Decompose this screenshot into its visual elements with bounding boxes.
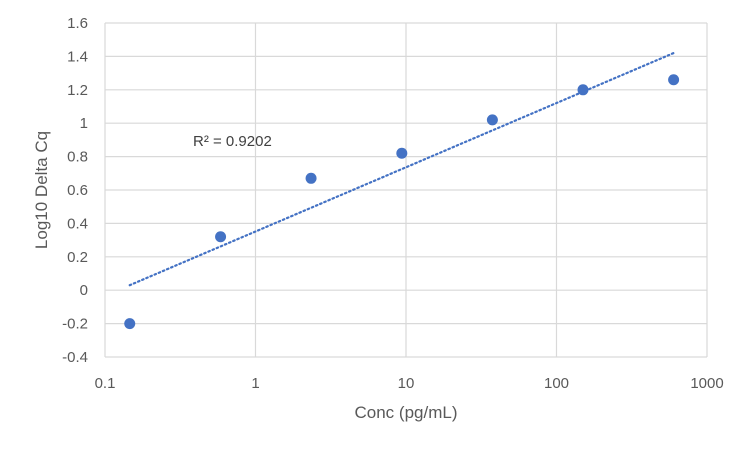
y-tick-label: 0.4 (67, 215, 88, 232)
data-point (396, 147, 408, 159)
trendline-group (128, 51, 675, 287)
y-tick-label: -0.4 (62, 349, 88, 366)
data-point (668, 74, 680, 86)
tick-labels: -0.4 -0.2 0 0.2 0.4 0.6 0.8 1 1.2 1.4 1.6 0.1 1 10 100… (62, 15, 724, 392)
trendline (128, 51, 675, 287)
x-tick-label: 0.1 (95, 375, 116, 392)
x-tick-label: 10 (398, 375, 415, 392)
x-tick-label: 100 (544, 375, 569, 392)
y-tick-label: 1.4 (67, 48, 88, 65)
data-point (305, 172, 317, 184)
y-tick-label: 1.2 (67, 82, 88, 99)
y-tick-label: 0.8 (67, 149, 88, 166)
y-tick-label: 0 (80, 282, 88, 299)
x-axis-title: Conc (pg/mL) (355, 403, 458, 422)
r-squared-annotation: R² = 0.9202 (193, 133, 272, 150)
x-tick-label: 1000 (690, 375, 723, 392)
data-point (215, 231, 227, 243)
y-tick-label: 0.2 (67, 249, 88, 266)
data-point (577, 84, 589, 96)
data-point (486, 114, 498, 126)
y-tick-label: 1.6 (67, 15, 88, 32)
y-tick-label: 1 (80, 115, 88, 132)
y-tick-label: 0.6 (67, 182, 88, 199)
x-tick-label: 1 (251, 375, 259, 392)
grid (104, 22, 708, 358)
data-points (124, 74, 680, 330)
data-point (124, 318, 136, 330)
y-axis-title: Log10 Delta Cq (32, 131, 51, 249)
y-tick-label: -0.2 (62, 316, 88, 333)
